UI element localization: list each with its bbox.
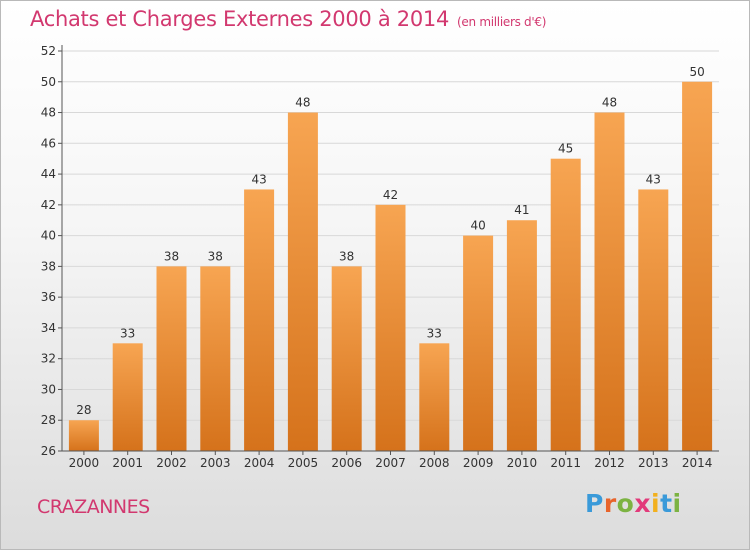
bar <box>506 220 537 451</box>
y-tick-label: 50 <box>41 75 56 89</box>
bar <box>331 266 362 451</box>
logo-letter: r <box>603 489 617 518</box>
bar <box>244 189 275 451</box>
chart-title: Achats et Charges Externes 2000 à 2014 (e… <box>30 7 546 31</box>
bar <box>550 158 581 451</box>
y-tick-label: 38 <box>41 259 56 273</box>
data-label: 38 <box>339 249 354 263</box>
y-tick-label: 40 <box>41 229 56 243</box>
logo-letter: o <box>616 489 635 518</box>
x-tick-label: 2001 <box>112 456 143 470</box>
y-tick-label: 30 <box>41 382 56 396</box>
data-label: 42 <box>383 188 398 202</box>
data-label: 45 <box>558 142 573 156</box>
bar <box>419 343 450 451</box>
data-label: 33 <box>120 326 135 340</box>
bar <box>594 112 625 452</box>
x-tick-label: 2007 <box>375 456 406 470</box>
x-tick-label: 2006 <box>331 456 362 470</box>
x-tick-label: 2013 <box>638 456 669 470</box>
y-tick-label: 52 <box>41 44 56 58</box>
bar <box>68 420 99 451</box>
bar <box>463 235 494 451</box>
bar <box>375 204 406 451</box>
x-tick-label: 2012 <box>594 456 625 470</box>
y-tick-label: 36 <box>41 290 56 304</box>
data-label: 38 <box>208 249 223 263</box>
bar <box>156 266 187 451</box>
y-tick-label: 48 <box>41 106 56 120</box>
bar <box>638 189 669 451</box>
axes <box>58 45 719 455</box>
logo-letter: x <box>634 489 651 518</box>
data-label: 28 <box>76 403 91 417</box>
y-tick-label: 42 <box>41 198 56 212</box>
y-tick-label: 32 <box>41 352 56 366</box>
y-tick-label: 46 <box>41 136 56 150</box>
x-tick-label: 2009 <box>463 456 494 470</box>
data-label: 33 <box>427 326 442 340</box>
x-tick-label: 2005 <box>288 456 319 470</box>
logo-letter: t <box>660 489 673 518</box>
x-tick-label: 2003 <box>200 456 231 470</box>
logo-letter: i <box>651 489 661 518</box>
data-label: 38 <box>164 249 179 263</box>
labels: 26 28 30 32 34 36 38 40 42 44 46 48 50 52 28 2000 33 2001… <box>41 44 713 470</box>
x-tick-label: 2004 <box>244 456 275 470</box>
data-label: 48 <box>602 96 617 110</box>
proxiti-logo[interactable]: Proxiti <box>585 489 682 518</box>
bar <box>200 266 231 451</box>
data-label: 43 <box>646 172 661 186</box>
unit-note: (en milliers d'€) <box>457 15 547 29</box>
bar <box>682 81 713 452</box>
x-tick-label: 2008 <box>419 456 450 470</box>
bar <box>112 343 143 451</box>
y-tick-label: 26 <box>41 444 56 458</box>
bars <box>68 81 713 452</box>
x-tick-label: 2010 <box>507 456 538 470</box>
logo-letter: P <box>585 489 604 518</box>
data-label: 48 <box>295 96 310 110</box>
x-tick-label: 2000 <box>69 456 100 470</box>
title-text: Achats et Charges Externes 2000 à 2014 <box>30 7 450 31</box>
logo-letter: i <box>672 489 682 518</box>
data-label: 43 <box>251 172 266 186</box>
y-tick-label: 34 <box>41 321 56 335</box>
place-name: CRAZANNES <box>37 496 150 518</box>
data-label: 41 <box>514 203 529 217</box>
x-tick-label: 2002 <box>156 456 187 470</box>
data-label: 40 <box>470 219 485 233</box>
data-label: 50 <box>689 65 704 79</box>
x-tick-label: 2011 <box>550 456 581 470</box>
y-tick-label: 44 <box>41 167 56 181</box>
bar <box>287 112 318 452</box>
y-tick-label: 28 <box>41 413 56 427</box>
x-tick-label: 2014 <box>682 456 713 470</box>
